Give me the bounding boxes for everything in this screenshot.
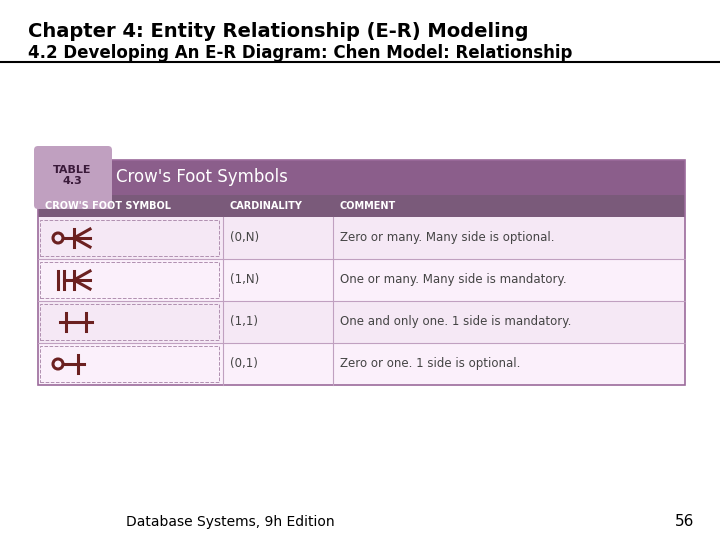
Text: COMMENT: COMMENT (340, 201, 396, 211)
Text: Chapter 4: Entity Relationship (E-R) Modeling: Chapter 4: Entity Relationship (E-R) Mod… (28, 22, 528, 41)
Bar (38, 343, 685, 385)
Text: (0,N): (0,N) (230, 232, 259, 245)
Bar (40, 304, 219, 340)
Bar (38, 259, 685, 301)
Text: Crow's Foot Symbols: Crow's Foot Symbols (116, 168, 288, 186)
Text: 4.2 Developing An E-R Diagram: Chen Model: Relationship: 4.2 Developing An E-R Diagram: Chen Mode… (28, 44, 572, 62)
Text: CROW'S FOOT SYMBOL: CROW'S FOOT SYMBOL (45, 201, 171, 211)
Bar (38, 160, 685, 385)
Bar (101, 160, 685, 195)
Text: (1,1): (1,1) (230, 315, 258, 328)
Text: CARDINALITY: CARDINALITY (230, 201, 303, 211)
Text: Database Systems, 9h Edition: Database Systems, 9h Edition (126, 515, 334, 529)
Bar (38, 301, 685, 343)
Bar (38, 195, 685, 217)
Text: One and only one. 1 side is mandatory.: One and only one. 1 side is mandatory. (340, 315, 572, 328)
Text: TABLE
4.3: TABLE 4.3 (53, 165, 91, 186)
Bar (40, 220, 219, 256)
Text: 56: 56 (675, 515, 695, 530)
Text: One or many. Many side is mandatory.: One or many. Many side is mandatory. (340, 273, 567, 287)
Text: (1,N): (1,N) (230, 273, 259, 287)
Bar (38, 217, 685, 259)
Bar (40, 346, 219, 382)
Bar (40, 262, 219, 298)
FancyBboxPatch shape (34, 146, 112, 209)
Text: Zero or many. Many side is optional.: Zero or many. Many side is optional. (340, 232, 554, 245)
Text: Zero or one. 1 side is optional.: Zero or one. 1 side is optional. (340, 357, 521, 370)
Text: (0,1): (0,1) (230, 357, 258, 370)
